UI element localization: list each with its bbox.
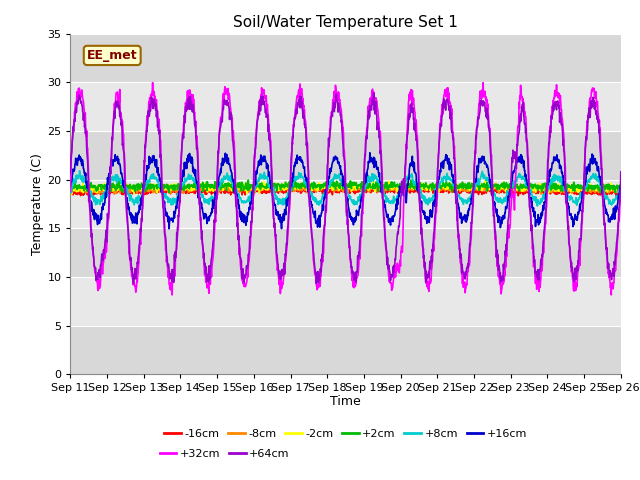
+16cm xyxy=(432,188,440,194)
+8cm xyxy=(617,184,625,190)
+32cm xyxy=(148,80,156,85)
+64cm xyxy=(617,169,625,175)
Bar xyxy=(70,82,621,131)
+64cm xyxy=(552,105,560,110)
+64cm xyxy=(250,153,258,158)
+2cm xyxy=(617,185,625,191)
+8cm xyxy=(552,173,560,179)
-2cm xyxy=(481,177,489,183)
+16cm xyxy=(176,191,184,196)
+16cm xyxy=(552,156,560,162)
-16cm xyxy=(488,193,496,199)
Line: +16cm: +16cm xyxy=(70,153,621,229)
-16cm xyxy=(552,192,560,197)
+2cm xyxy=(504,184,511,190)
+2cm xyxy=(176,186,184,192)
Bar xyxy=(70,228,621,277)
X-axis label: Time: Time xyxy=(330,395,361,408)
Line: -16cm: -16cm xyxy=(70,187,621,196)
+32cm xyxy=(252,154,259,160)
-8cm xyxy=(431,185,439,191)
-8cm xyxy=(251,190,259,196)
+8cm xyxy=(76,168,83,174)
-16cm xyxy=(175,189,183,194)
+2cm xyxy=(244,177,252,183)
+16cm xyxy=(189,165,197,170)
+64cm xyxy=(312,281,320,287)
-2cm xyxy=(552,186,560,192)
-2cm xyxy=(67,181,74,187)
+64cm xyxy=(370,90,378,96)
Bar xyxy=(70,180,621,228)
+64cm xyxy=(67,171,74,177)
+8cm xyxy=(189,177,197,182)
-16cm xyxy=(431,188,439,193)
-16cm xyxy=(617,191,625,196)
-8cm xyxy=(504,185,511,191)
-16cm xyxy=(67,187,74,193)
+16cm xyxy=(504,200,511,205)
-8cm xyxy=(223,181,230,187)
-2cm xyxy=(176,183,184,189)
-2cm xyxy=(251,183,259,189)
Line: +64cm: +64cm xyxy=(70,93,621,284)
+8cm xyxy=(251,187,259,192)
-2cm xyxy=(504,185,511,191)
+2cm xyxy=(432,181,440,187)
Line: +32cm: +32cm xyxy=(70,83,621,295)
Bar xyxy=(70,277,621,326)
+16cm xyxy=(165,226,173,232)
+32cm xyxy=(168,292,176,298)
-8cm xyxy=(189,184,196,190)
-8cm xyxy=(67,192,74,197)
-8cm xyxy=(552,188,559,193)
-16cm xyxy=(250,186,258,192)
-2cm xyxy=(68,191,76,197)
+64cm xyxy=(175,197,183,203)
+64cm xyxy=(189,103,196,108)
Line: -2cm: -2cm xyxy=(70,180,621,194)
+32cm xyxy=(67,189,74,194)
+8cm xyxy=(67,185,74,191)
Bar xyxy=(70,34,621,82)
-8cm xyxy=(617,188,625,194)
+32cm xyxy=(189,96,197,102)
Bar xyxy=(70,131,621,180)
Legend: -16cm, -8cm, -2cm, +2cm, +8cm, +16cm: -16cm, -8cm, -2cm, +2cm, +8cm, +16cm xyxy=(159,424,532,443)
-2cm xyxy=(189,186,197,192)
+2cm xyxy=(165,190,173,195)
+16cm xyxy=(366,150,374,156)
+16cm xyxy=(617,186,625,192)
+64cm xyxy=(432,202,440,207)
Bar xyxy=(70,326,621,374)
-16cm xyxy=(410,184,418,190)
-16cm xyxy=(189,187,196,193)
Y-axis label: Temperature (C): Temperature (C) xyxy=(31,153,44,255)
+8cm xyxy=(504,193,511,199)
-16cm xyxy=(504,190,511,195)
+2cm xyxy=(252,180,259,186)
+32cm xyxy=(432,213,440,218)
Line: +8cm: +8cm xyxy=(70,171,621,206)
+32cm xyxy=(504,236,511,242)
-8cm xyxy=(175,186,183,192)
+8cm xyxy=(176,186,184,192)
+16cm xyxy=(67,184,74,190)
-2cm xyxy=(431,183,439,189)
+32cm xyxy=(617,182,625,188)
Line: +2cm: +2cm xyxy=(70,180,621,192)
+32cm xyxy=(177,192,184,198)
Text: EE_met: EE_met xyxy=(87,49,138,62)
+16cm xyxy=(251,180,259,186)
-2cm xyxy=(617,183,625,189)
Line: -8cm: -8cm xyxy=(70,184,621,194)
+2cm xyxy=(67,185,74,191)
+2cm xyxy=(552,183,560,189)
+32cm xyxy=(552,93,560,98)
+8cm xyxy=(431,186,439,192)
+8cm xyxy=(534,203,541,209)
+2cm xyxy=(189,185,197,191)
+64cm xyxy=(504,228,511,234)
Title: Soil/Water Temperature Set 1: Soil/Water Temperature Set 1 xyxy=(233,15,458,30)
